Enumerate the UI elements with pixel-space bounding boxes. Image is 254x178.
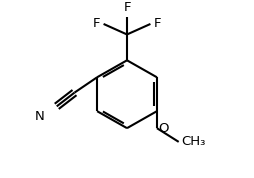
Text: O: O: [158, 122, 169, 135]
Text: F: F: [154, 17, 161, 30]
Text: F: F: [123, 1, 131, 14]
Text: N: N: [35, 109, 45, 122]
Text: CH₃: CH₃: [181, 135, 205, 148]
Text: F: F: [93, 17, 100, 30]
